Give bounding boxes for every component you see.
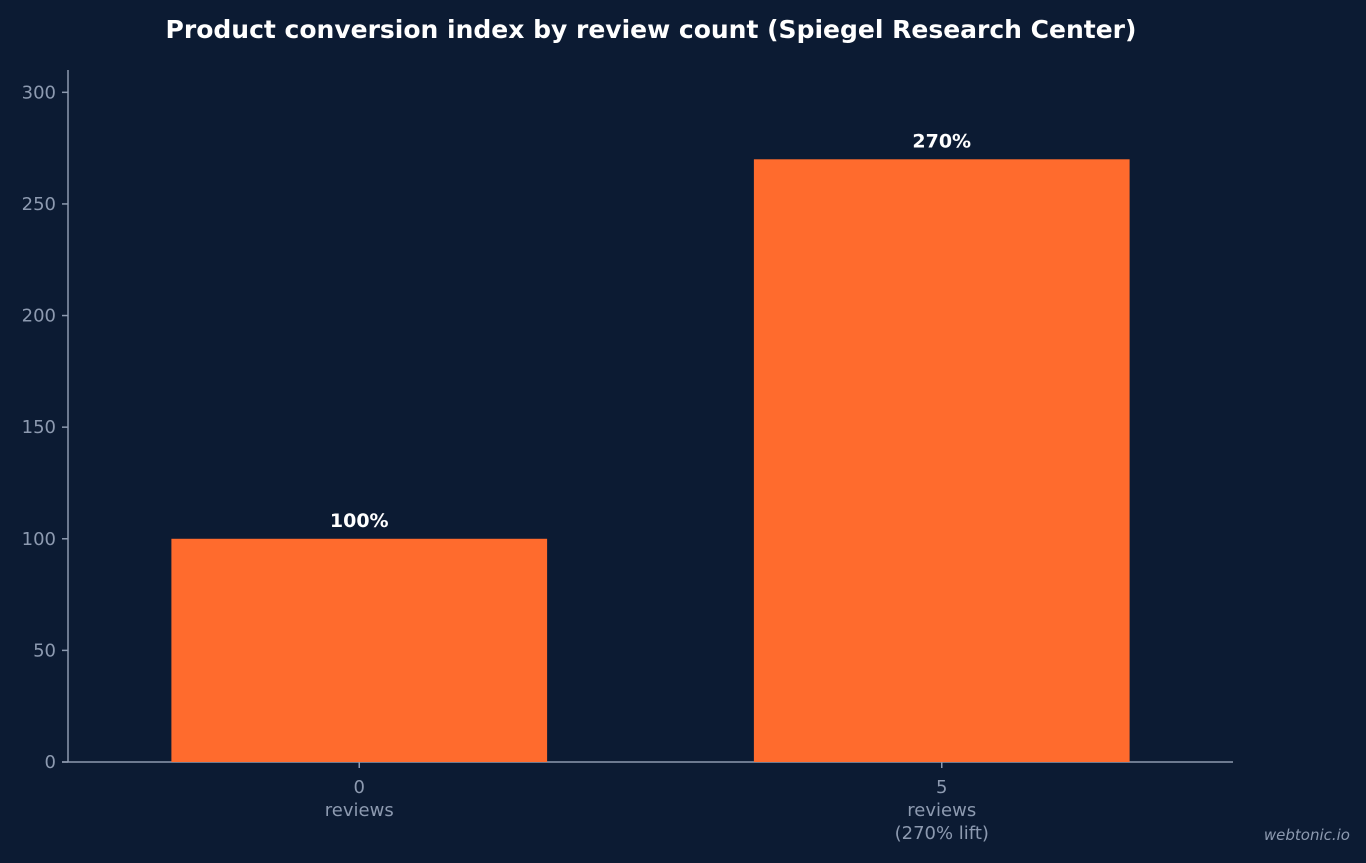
x-tick-label: reviews bbox=[907, 800, 976, 821]
value-labels: 100% 270% bbox=[330, 130, 971, 531]
y-axis: 0 50 100 150 200 250 300 bbox=[22, 70, 69, 773]
bar-value-label: 100% bbox=[330, 510, 389, 532]
y-tick-label: 250 bbox=[22, 194, 56, 215]
x-tick-label: 0 bbox=[354, 777, 365, 798]
watermark: webtonic.io bbox=[1264, 826, 1350, 844]
bar bbox=[171, 538, 548, 762]
y-tick-label: 300 bbox=[22, 82, 56, 103]
y-tick-label: 0 bbox=[45, 752, 56, 773]
bar-series bbox=[171, 159, 1130, 762]
y-tick-label: 100 bbox=[22, 529, 56, 550]
bar-value-label: 270% bbox=[912, 130, 971, 152]
y-tick-label: 50 bbox=[33, 640, 56, 661]
y-tick-label: 150 bbox=[22, 417, 56, 438]
y-tick-label: 200 bbox=[22, 306, 56, 327]
x-tick-label: (270% lift) bbox=[895, 823, 989, 844]
x-tick-label: 5 bbox=[936, 777, 947, 798]
x-tick-label: reviews bbox=[325, 800, 394, 821]
bar bbox=[753, 159, 1130, 762]
chart-title: Product conversion index by review count… bbox=[166, 15, 1137, 44]
